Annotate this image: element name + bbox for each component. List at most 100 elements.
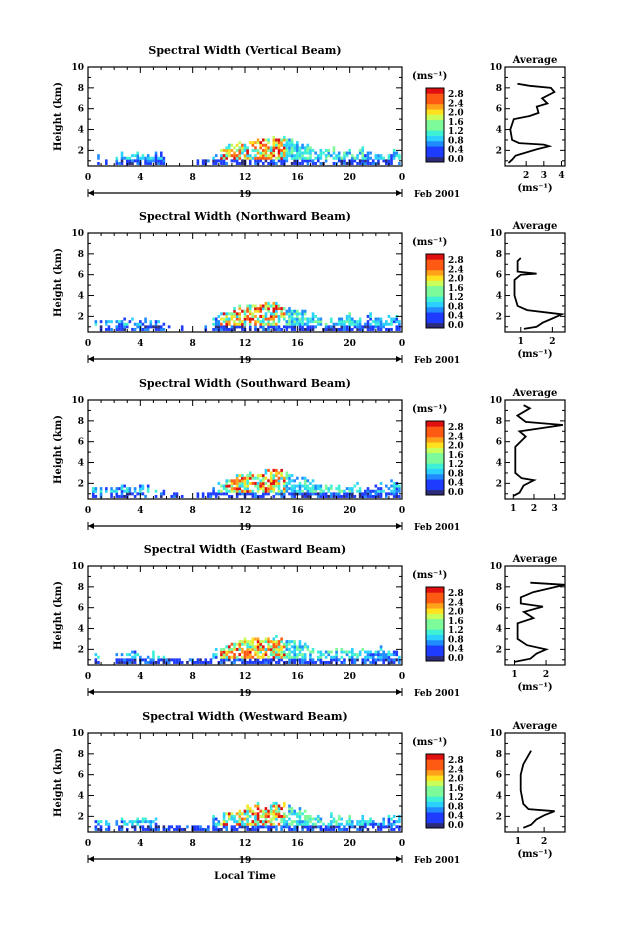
heatmap-cell bbox=[251, 637, 255, 641]
heatmap-cell bbox=[377, 156, 380, 160]
heatmap-cell bbox=[324, 827, 328, 831]
heatmap-cell bbox=[377, 317, 380, 321]
heatmap-cell bbox=[248, 312, 252, 316]
heatmap-cell bbox=[120, 487, 124, 491]
heatmap-cell bbox=[398, 320, 401, 324]
heatmap-cell bbox=[337, 492, 341, 496]
heatmap-cell bbox=[259, 146, 262, 150]
heatmap-cell bbox=[392, 492, 396, 496]
heatmap-cell bbox=[220, 489, 223, 493]
heatmap-cell bbox=[277, 809, 281, 813]
heatmap-cell bbox=[272, 484, 276, 488]
heatmap-cell bbox=[220, 655, 223, 659]
heatmap-cell bbox=[350, 487, 354, 491]
heatmap-cell bbox=[309, 814, 312, 818]
heatmap-cell bbox=[201, 494, 205, 498]
heatmap-cell bbox=[314, 489, 317, 493]
heatmap-cell bbox=[377, 489, 380, 493]
heatmap-cell bbox=[201, 159, 205, 163]
heatmap-cell bbox=[107, 327, 111, 331]
heatmap-cell bbox=[379, 494, 383, 498]
heatmap-cell bbox=[105, 822, 108, 826]
heatmap-cell bbox=[311, 161, 315, 165]
heatmap-cell bbox=[157, 827, 160, 831]
heatmap-cell bbox=[330, 325, 333, 329]
heatmap-cell bbox=[105, 820, 108, 824]
heatmap-cell bbox=[133, 827, 137, 831]
heatmap-cell bbox=[241, 159, 244, 163]
heatmap-cell bbox=[199, 658, 202, 662]
colorbar-segment bbox=[426, 306, 444, 313]
heatmap-cell bbox=[125, 489, 129, 493]
colorbar-segment bbox=[426, 592, 444, 598]
heatmap-cell bbox=[280, 156, 283, 160]
heatmap-cell bbox=[282, 481, 286, 485]
heatmap-cell bbox=[91, 492, 95, 496]
heatmap-cell bbox=[241, 320, 244, 324]
heatmap-cell bbox=[335, 322, 338, 326]
heatmap-cell bbox=[285, 655, 289, 659]
heatmap-cell bbox=[264, 809, 268, 813]
heatmap-cell bbox=[361, 814, 365, 818]
heatmap-cell bbox=[379, 655, 383, 659]
colorbar-segment bbox=[426, 812, 444, 818]
heatmap-cell bbox=[272, 474, 276, 478]
colorbar-tick-label: 1.6 bbox=[448, 118, 464, 128]
heatmap-cell bbox=[228, 655, 231, 659]
heatmap-cell bbox=[269, 146, 273, 150]
heatmap-cell bbox=[159, 159, 163, 163]
heatmap-cell bbox=[366, 492, 370, 496]
heatmap-cell bbox=[392, 653, 396, 657]
heatmap-cell bbox=[387, 492, 391, 496]
heatmap-cell bbox=[269, 322, 273, 326]
heatmap-cell bbox=[303, 146, 307, 150]
heatmap-cell bbox=[379, 645, 383, 649]
heatmap-cell bbox=[94, 660, 98, 664]
heatmap-cell bbox=[248, 141, 252, 145]
heatmap-cell bbox=[136, 492, 140, 496]
heatmap-cell bbox=[324, 650, 328, 654]
heatmap-cell bbox=[335, 822, 338, 826]
heatmap-cell bbox=[288, 647, 291, 651]
heatmap-cell bbox=[306, 327, 310, 331]
heatmap-cell bbox=[382, 658, 385, 662]
heatmap-cell bbox=[275, 660, 278, 664]
colorbar-segment bbox=[426, 634, 444, 641]
avg-y-tick-label: 8 bbox=[496, 583, 502, 593]
colorbar-tick-label: 1.6 bbox=[448, 284, 464, 294]
heatmap-cell bbox=[280, 825, 283, 829]
heatmap-cell bbox=[366, 650, 370, 654]
heatmap-cell bbox=[275, 645, 278, 649]
heatmap-cell bbox=[301, 822, 304, 826]
colorbar-segment bbox=[426, 817, 444, 824]
heatmap-cell bbox=[233, 658, 236, 662]
heatmap-cell bbox=[275, 146, 278, 150]
colorbar-segment bbox=[426, 587, 444, 593]
heatmap-cell bbox=[288, 492, 291, 496]
heatmap-cell bbox=[298, 647, 302, 651]
heatmap-cell bbox=[228, 143, 231, 147]
heatmap-cell bbox=[290, 146, 294, 150]
heatmap-cell bbox=[220, 159, 223, 163]
heatmap-cell bbox=[220, 148, 223, 152]
heatmap-cell bbox=[267, 146, 270, 150]
heatmap-cell bbox=[303, 159, 307, 163]
heatmap-cell bbox=[131, 492, 134, 496]
heatmap-cell bbox=[196, 494, 200, 498]
heatmap-cell bbox=[125, 325, 129, 329]
heatmap-cell bbox=[241, 325, 244, 329]
heatmap-cell bbox=[248, 476, 252, 480]
heatmap-cell bbox=[340, 650, 344, 654]
heatmap-cell bbox=[220, 161, 223, 165]
heatmap-cell bbox=[238, 645, 242, 649]
heatmap-cell bbox=[243, 481, 247, 485]
heatmap-cell bbox=[275, 143, 278, 147]
heatmap-cell bbox=[120, 322, 124, 326]
heatmap-cell bbox=[246, 148, 249, 152]
heatmap-cell bbox=[118, 827, 121, 831]
heatmap-cell bbox=[157, 159, 160, 163]
heatmap-cell bbox=[99, 492, 103, 496]
heatmap-cell bbox=[264, 468, 268, 472]
heatmap-cell bbox=[390, 489, 393, 493]
heatmap-cell bbox=[269, 314, 273, 318]
